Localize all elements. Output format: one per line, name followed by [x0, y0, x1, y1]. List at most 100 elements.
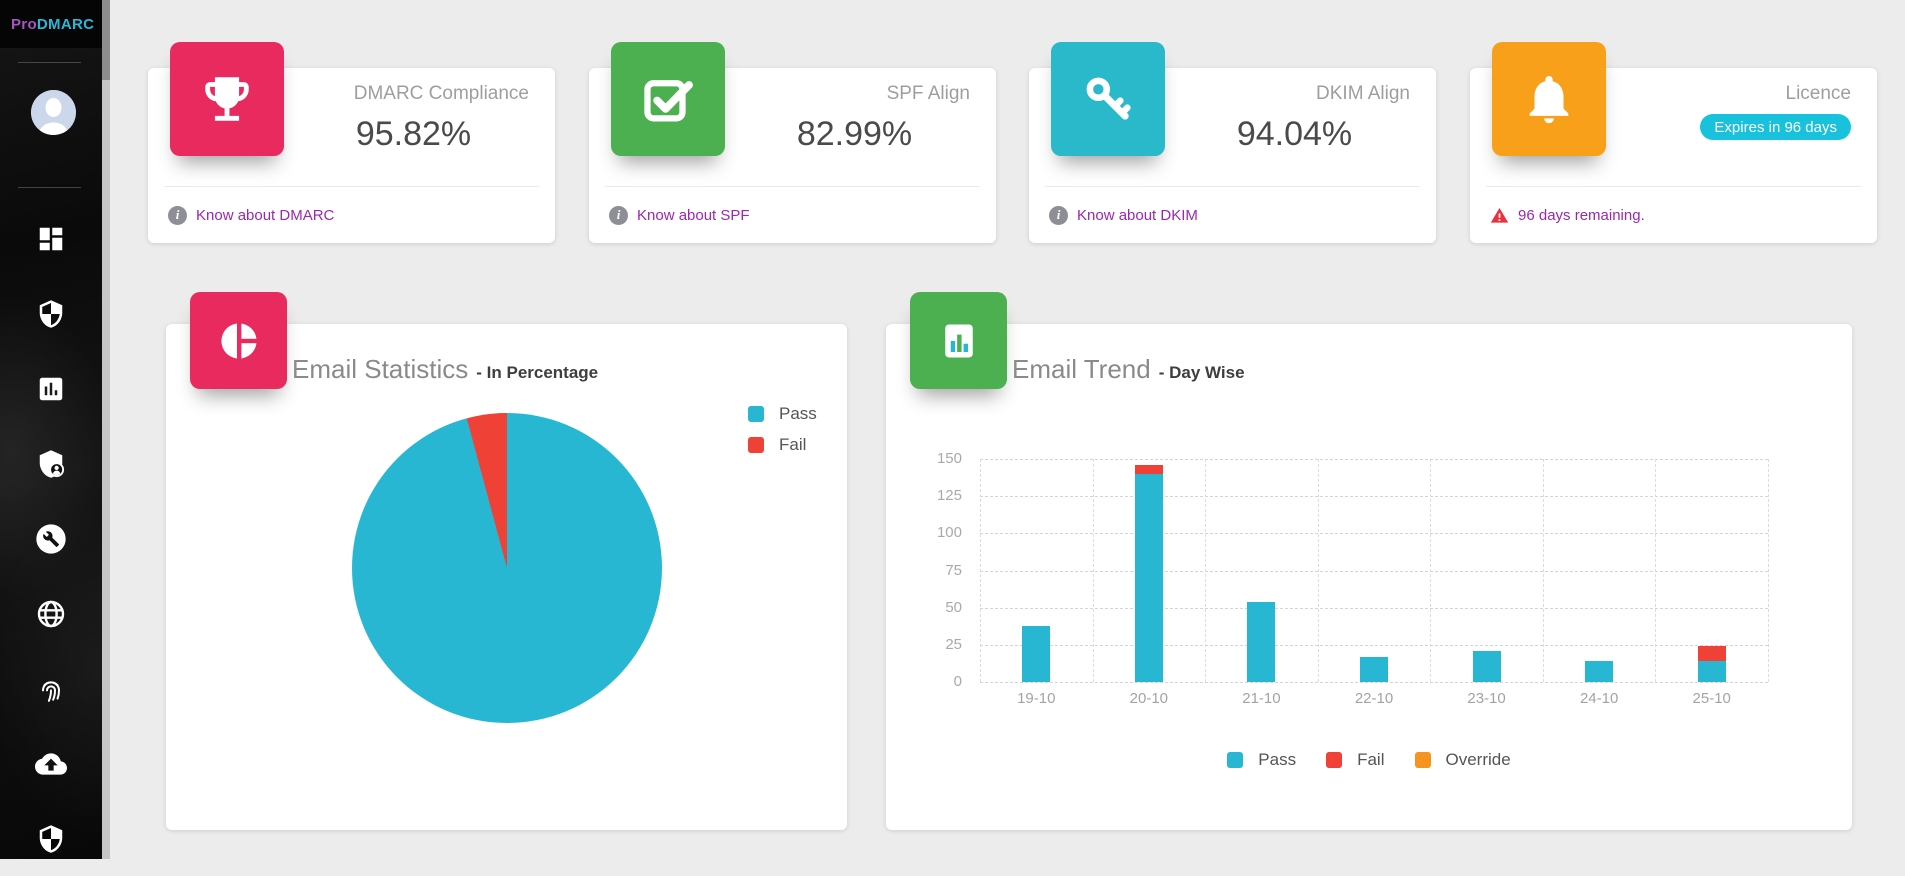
card-label: Licence	[1785, 83, 1852, 104]
card-icon-square	[1051, 42, 1165, 156]
card-title: Email Trend	[1012, 354, 1151, 384]
card-subtitle: - Day Wise	[1158, 363, 1245, 382]
gridline-horizontal	[980, 644, 1768, 646]
sidebar-item-upload[interactable]	[0, 726, 102, 801]
licence-card: Licence Expires in 96 days 96 days remai…	[1470, 42, 1877, 243]
gridline-vertical	[1655, 459, 1657, 682]
sidebar-divider	[18, 62, 81, 63]
card-value: 94.04%	[1236, 115, 1353, 153]
bar-pass-23-10[interactable]	[1472, 650, 1501, 682]
x-tick-label: 20-10	[1129, 690, 1169, 707]
x-tick-label: 22-10	[1354, 690, 1394, 707]
legend-swatch	[748, 436, 764, 453]
sidebar-divider	[18, 187, 81, 188]
bar-pass-25-10[interactable]	[1697, 661, 1726, 682]
x-tick-label: 23-10	[1467, 690, 1506, 707]
y-axis-labels: 0 25 50 75 100 125 150	[904, 450, 962, 690]
email-trend-card: Email Trend - Day Wise 0 25 50 75 100 125 150 …	[886, 292, 1852, 830]
fingerprint-icon	[42, 680, 61, 702]
dkim-align-card: DKIM Align 94.04% i Know about DKIM	[1029, 42, 1436, 243]
gridline-vertical	[1768, 459, 1769, 682]
y-tick-label: 125	[936, 487, 962, 505]
card-divider	[164, 186, 539, 187]
sidebar-item-dashboard[interactable]	[0, 201, 102, 276]
info-icon: i	[1049, 205, 1068, 225]
legend-swatch	[1227, 751, 1244, 768]
legend-item-fail[interactable]: Fail	[748, 429, 817, 460]
y-tick-label: 150	[936, 450, 962, 467]
avatar[interactable]	[31, 90, 76, 135]
card-header: Email Trend - Day Wise	[1012, 354, 1245, 385]
licence-warning[interactable]: 96 days remaining.	[1490, 199, 1645, 231]
y-tick-label: 25	[945, 635, 962, 653]
warning-triangle-icon	[1490, 207, 1509, 223]
x-tick-label: 25-10	[1692, 690, 1731, 707]
gridline-horizontal	[980, 533, 1768, 535]
spf-align-card: SPF Align 82.99% i Know about SPF	[589, 42, 996, 243]
bar-pass-19-10[interactable]	[1022, 625, 1051, 682]
gridline-horizontal	[980, 607, 1768, 609]
sidebar-item-security-2[interactable]	[0, 801, 102, 876]
user-silhouette-icon	[31, 90, 76, 135]
legend-label: Fail	[779, 434, 807, 454]
legend-item-fail[interactable]: Fail	[1326, 744, 1385, 775]
know-about-dkim-link[interactable]: i Know about DKIM	[1049, 199, 1198, 231]
x-tick-label: 19-10	[1017, 690, 1056, 707]
licence-expiry-badge: Expires in 96 days	[1700, 114, 1851, 140]
app-logo[interactable]: Pro DMARC	[0, 0, 102, 48]
y-tick-label: 50	[945, 598, 962, 616]
sidebar-item-forensics[interactable]	[0, 651, 102, 726]
card-icon-square	[190, 292, 287, 389]
pie-chart-icon	[220, 320, 258, 361]
tools-wrench-icon	[36, 523, 66, 554]
dmarc-compliance-card: DMARC Compliance 95.82% i Know about DMA…	[148, 42, 555, 243]
dashboard-icon	[39, 227, 63, 250]
legend-item-pass[interactable]: Pass	[748, 398, 817, 429]
sidebar-scrollbar[interactable]	[102, 0, 110, 859]
x-axis-labels: 19-10 20-10 21-10 22-10 23-10 24-10 25-10	[980, 690, 1768, 710]
shield-check-icon	[39, 824, 63, 853]
cloud-upload-icon	[35, 752, 67, 775]
card-divider	[1045, 186, 1420, 187]
bar-fail-25-10[interactable]	[1697, 646, 1726, 662]
sidebar-item-domains[interactable]	[0, 576, 102, 651]
legend-label: Override	[1445, 749, 1511, 769]
legend-item-override[interactable]: Override	[1414, 744, 1511, 775]
sidebar-item-tools[interactable]	[0, 501, 102, 576]
sidebar-item-reports[interactable]	[0, 351, 102, 426]
bell-icon	[1529, 76, 1569, 124]
bar-pass-20-10[interactable]	[1134, 473, 1163, 682]
sidebar-item-security[interactable]	[0, 276, 102, 351]
know-about-dmarc-link[interactable]: i Know about DMARC	[168, 199, 334, 231]
bar-chart-icon	[944, 324, 973, 357]
reports-chart-icon	[39, 377, 63, 400]
day-wise-bar-chart	[980, 459, 1769, 683]
card-label: DMARC Compliance	[353, 83, 529, 104]
gridline-horizontal	[980, 682, 1768, 683]
sidebar-item-shield-account[interactable]	[0, 426, 102, 501]
pass-fail-pie-chart[interactable]	[352, 413, 662, 723]
card-subtitle: - In Percentage	[476, 363, 599, 382]
card-divider	[605, 186, 980, 187]
card-label: DKIM Align	[1316, 83, 1410, 104]
sidebar-nav	[0, 201, 102, 876]
know-about-spf-link[interactable]: i Know about SPF	[609, 199, 750, 231]
y-tick-label: 0	[953, 673, 962, 690]
legend-item-pass[interactable]: Pass	[1227, 744, 1296, 775]
info-icon: i	[609, 205, 628, 225]
gridline-vertical	[1317, 459, 1319, 682]
bar-pass-24-10[interactable]	[1585, 661, 1614, 682]
bar-fail-20-10[interactable]	[1134, 464, 1163, 474]
scrollbar-thumb[interactable]	[102, 0, 110, 80]
logo-prefix: Pro	[11, 15, 37, 33]
legend-label: Pass	[1258, 749, 1297, 769]
gridline-vertical	[980, 459, 981, 682]
gridline-horizontal	[980, 496, 1768, 498]
x-tick-label: 21-10	[1242, 690, 1281, 707]
card-value: 95.82%	[355, 115, 472, 153]
card-label: SPF Align	[886, 83, 970, 104]
card-icon-square	[611, 42, 725, 156]
gridline-vertical	[1430, 459, 1432, 682]
bar-pass-21-10[interactable]	[1247, 601, 1276, 682]
bar-pass-22-10[interactable]	[1360, 656, 1388, 682]
